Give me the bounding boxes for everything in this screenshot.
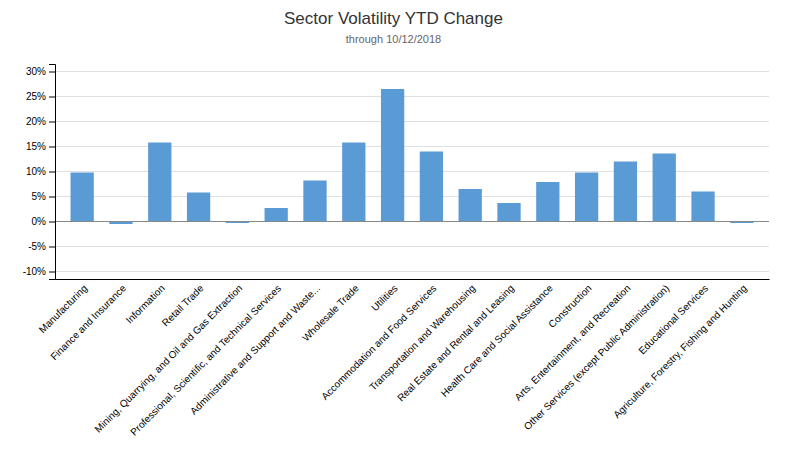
- y-tick: 15%: [26, 141, 55, 152]
- tick-label: 30%: [26, 66, 46, 77]
- tick-label: Agriculture, Forestry, Fishing and Hunti…: [611, 283, 749, 421]
- y-tick: 20%: [26, 116, 55, 127]
- title: Sector Volatility YTD Change: [284, 9, 503, 28]
- bar: [459, 189, 482, 222]
- plot: -10% -5% 0% 5% 10% 15% 20% 25% 30% ManufacturingF…: [23, 65, 770, 438]
- bar: [303, 181, 326, 222]
- x-tick: Educational Services: [636, 279, 710, 356]
- x-tick: Administrative and Support and Waste...: [188, 279, 322, 417]
- tick-label: 15%: [26, 141, 46, 152]
- bar: [187, 193, 210, 222]
- x-tick: Other Services (except Public Administra…: [522, 279, 672, 432]
- tick-mark: [49, 172, 55, 173]
- bar: [653, 154, 676, 222]
- bar: [691, 192, 714, 222]
- chart-container: Sector Volatility YTD Change through 10/1…: [0, 0, 787, 449]
- x-tick: Agriculture, Forestry, Fishing and Hunti…: [611, 279, 749, 420]
- bar: [420, 152, 443, 222]
- x-tick: Mining, Quarrying, and Oil and Gas Extra…: [92, 279, 244, 435]
- y-tick: 25%: [26, 91, 55, 102]
- tick-mark: [49, 122, 55, 123]
- chart-svg: Sector Volatility YTD Change through 10/1…: [0, 0, 787, 449]
- x-axis: ManufacturingFinance and InsuranceInform…: [37, 279, 770, 438]
- bar: [71, 173, 94, 222]
- tick-label: Other Services (except Public Administra…: [522, 283, 672, 433]
- x-tick: Utilities: [369, 279, 400, 313]
- tick-label: Administrative and Support and Waste...: [188, 283, 322, 417]
- y-tick: 5%: [32, 191, 55, 202]
- tick-label: Utilities: [369, 283, 400, 314]
- y-axis: -10% -5% 0% 5% 10% 15% 20% 25% 30%: [23, 65, 56, 280]
- grid-line: [55, 96, 769, 97]
- tick-label: Professional, Scientific, and Technical …: [128, 283, 283, 438]
- y-tick: 0%: [32, 216, 55, 227]
- tick-mark: [49, 247, 55, 248]
- grid-line: [55, 71, 769, 72]
- tick-label: 20%: [26, 116, 46, 127]
- x-tick: Professional, Scientific, and Technical …: [128, 279, 283, 438]
- bar: [381, 89, 404, 222]
- bar: [342, 143, 365, 222]
- tick-label: 25%: [26, 91, 46, 102]
- bars: [55, 89, 769, 224]
- y-tick: -5%: [28, 241, 55, 252]
- tick-label: Wholesale Trade: [300, 282, 361, 343]
- tick-label: -5%: [28, 241, 46, 252]
- grid-line: [55, 246, 769, 247]
- bar: [536, 182, 559, 222]
- tick-mark: [49, 272, 55, 273]
- bar: [614, 162, 637, 222]
- tick-mark: [49, 97, 55, 98]
- y-tick: -10%: [23, 266, 55, 277]
- bar: [265, 208, 288, 222]
- tick-mark: [49, 197, 55, 198]
- tick-label: Finance and Insurance: [48, 282, 128, 362]
- bar: [148, 143, 171, 222]
- tick-label: 10%: [26, 166, 46, 177]
- tick-label: Mining, Quarrying, and Oil and Gas Extra…: [92, 283, 244, 435]
- y-tick: 30%: [26, 66, 55, 77]
- x-tick: Finance and Insurance: [48, 279, 128, 362]
- tick-label: -10%: [23, 266, 46, 277]
- subtitle: through 10/12/2018: [346, 33, 441, 45]
- bar: [497, 203, 520, 222]
- zero-line: [55, 221, 769, 222]
- grid-line: [55, 271, 769, 272]
- bar: [575, 173, 598, 222]
- tick-label: Educational Services: [636, 283, 710, 357]
- axis-line: [56, 279, 770, 280]
- tick-label: 5%: [32, 191, 47, 202]
- grid-line: [55, 221, 769, 222]
- tick-mark: [49, 222, 55, 223]
- tick-label: 0%: [32, 216, 47, 227]
- x-tick: Wholesale Trade: [300, 279, 361, 343]
- tick-mark: [49, 147, 55, 148]
- axis-line: [49, 65, 56, 280]
- grid-line: [55, 121, 769, 122]
- y-tick: 10%: [26, 166, 55, 177]
- tick-mark: [49, 72, 55, 73]
- grid: [55, 72, 769, 272]
